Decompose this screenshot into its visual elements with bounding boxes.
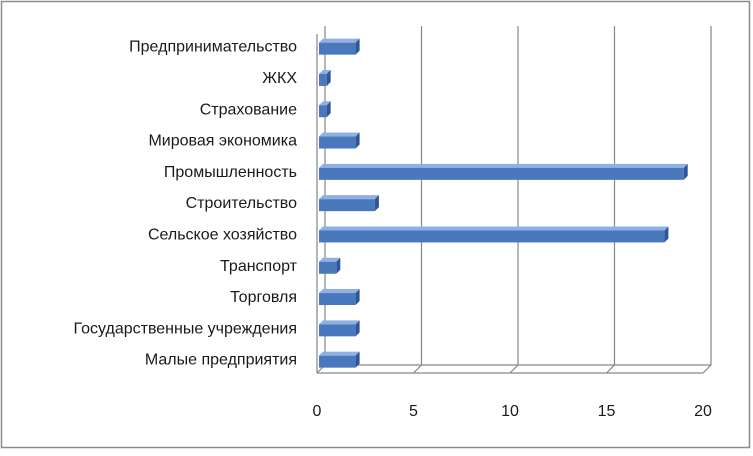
bar	[319, 226, 669, 243]
floor-gridline	[606, 364, 615, 374]
bar-front-face	[319, 355, 356, 368]
bar-front-face	[319, 199, 375, 212]
category-label: ЖКХ	[262, 70, 297, 87]
bar-front-face	[319, 105, 327, 118]
x-tick-label: 0	[313, 403, 322, 420]
bar-side-face	[374, 195, 379, 212]
bar-top-face	[319, 351, 360, 356]
bar-top-face	[319, 38, 360, 43]
bar	[319, 163, 688, 180]
bar-front-face	[319, 293, 356, 306]
grid-lines	[316, 26, 712, 374]
bar-top-face	[319, 132, 360, 137]
category-label: Предпринимательство	[129, 39, 297, 56]
bar-top-face	[319, 226, 669, 231]
bar-front-face	[319, 230, 665, 243]
x-tick-label: 15	[598, 403, 616, 420]
bar-front-face	[319, 42, 356, 55]
bar-top-face	[319, 257, 341, 262]
bar-side-face	[664, 226, 669, 243]
bar	[319, 257, 341, 274]
category-label: Строительство	[186, 195, 297, 212]
bar-side-face	[355, 351, 360, 368]
category-labels: Малые предприятия Государственные учрежде…	[74, 39, 298, 369]
bar-side-face	[355, 289, 360, 306]
bar-front-face	[319, 167, 684, 180]
bar	[319, 351, 360, 368]
bar-side-face	[336, 257, 341, 274]
bar	[319, 69, 331, 86]
bar	[319, 132, 360, 149]
category-label: Промышленность	[164, 164, 297, 181]
bar-top-face	[319, 163, 688, 168]
category-label: Торговля	[230, 289, 297, 306]
bar-top-face	[319, 101, 331, 106]
x-tick-label: 5	[409, 403, 418, 420]
floor-gridline	[509, 364, 519, 374]
bars	[319, 38, 688, 368]
category-label: Сельское хозяйство	[148, 226, 297, 243]
category-label: Страхование	[200, 101, 297, 118]
bar-top-face	[319, 320, 360, 325]
floor-gridline	[413, 364, 422, 374]
category-label: Малые предприятия	[145, 352, 297, 369]
x-tick-labels: 0 5 10 15 20	[313, 403, 712, 420]
bar-front-face	[319, 261, 337, 274]
bar-front-face	[319, 73, 327, 86]
bar-side-face	[326, 101, 331, 118]
bar	[319, 101, 331, 118]
floor-gridline	[702, 364, 712, 374]
bar-top-face	[319, 195, 379, 200]
bar-side-face	[326, 69, 331, 86]
category-label: Транспорт	[220, 258, 298, 275]
bar-front-face	[319, 324, 356, 337]
category-label: Мировая экономика	[148, 133, 297, 150]
bar	[319, 320, 360, 337]
bar-side-face	[355, 320, 360, 337]
bar	[319, 195, 379, 212]
bar-side-face	[355, 132, 360, 149]
bar-front-face	[319, 136, 356, 149]
bar-top-face	[319, 69, 331, 74]
bar-side-face	[683, 163, 688, 180]
x-tick-label: 10	[501, 403, 519, 420]
bar-side-face	[355, 38, 360, 55]
category-label: Государственные учреждения	[74, 320, 297, 337]
bar	[319, 289, 360, 306]
bar-top-face	[319, 289, 360, 294]
bar	[319, 38, 360, 55]
x-tick-label: 20	[694, 403, 712, 420]
